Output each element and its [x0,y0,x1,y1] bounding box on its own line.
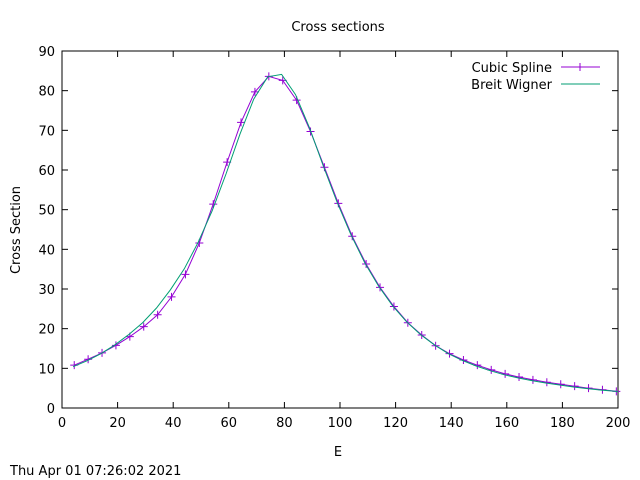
data-point-cubic-spline [153,310,162,319]
data-point-cubic-spline [237,118,246,127]
legend-label-breit-wigner: Breit Wigner [471,78,552,93]
data-point-cubic-spline [348,232,357,241]
data-point-cubic-spline [362,260,371,269]
data-point-cubic-spline [542,378,551,387]
chart-title: Cross sections [291,20,385,35]
legend-marker-cubic-spline [576,63,584,71]
data-point-cubic-spline [445,349,454,358]
x-tick-label: 160 [494,416,519,431]
x-tick-label: 120 [383,416,408,431]
x-tick-label: 40 [165,416,182,431]
x-tick-label: 140 [439,416,464,431]
x-tick-label: 100 [328,416,353,431]
y-tick-label: 0 [47,402,55,417]
data-point-cubic-spline [167,292,176,301]
y-tick-label: 70 [38,124,55,139]
data-point-cubic-spline [250,87,259,96]
data-point-cubic-spline [139,322,148,331]
x-tick-label: 0 [58,416,66,431]
y-tick-label: 10 [38,362,55,377]
x-tick-label: 20 [109,416,126,431]
legend-label-cubic-spline: Cubic Spline [472,61,552,76]
y-axis-label: Cross Section [9,186,24,274]
y-tick-label: 20 [38,323,55,338]
y-tick-label: 90 [38,45,55,60]
series-line-breit-wigner [72,73,619,393]
data-point-cubic-spline [556,380,565,389]
plot-frame [61,50,619,409]
y-tick-label: 50 [38,204,55,219]
x-tick-label: 80 [276,416,293,431]
x-tick-label: 180 [550,416,575,431]
series-line-cubic-spline [74,75,617,392]
data-point-cubic-spline [181,270,190,279]
footer-timestamp: Thu Apr 01 07:26:02 2021 [9,464,181,479]
x-axis-label: E [334,445,342,460]
data-point-cubic-spline [389,302,398,311]
data-point-cubic-spline [570,382,579,391]
y-tick-label: 40 [38,243,55,258]
y-tick-label: 80 [38,85,55,100]
x-tick-label: 60 [221,416,238,431]
x-tick-label: 200 [606,416,631,431]
y-tick-label: 60 [38,164,55,179]
y-tick-label: 30 [38,283,55,298]
